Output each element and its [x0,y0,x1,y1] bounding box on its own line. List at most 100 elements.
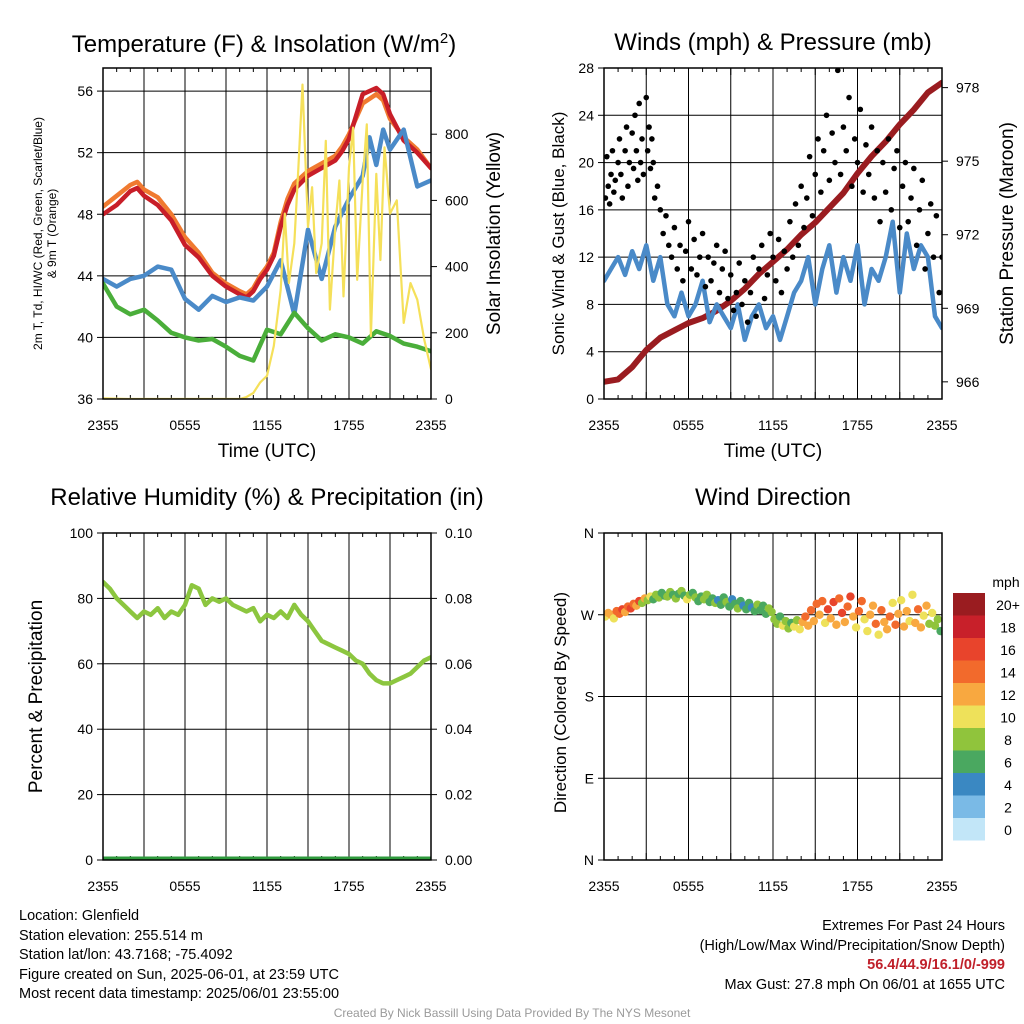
series-line-rh_green [103,579,431,686]
legend-swatch [953,818,985,841]
direction-point [874,630,883,639]
gust-point [778,289,785,296]
speed-legend: mph 20+ 18 16 14 12 10 8 6 4 2 0 [953,574,1020,841]
y-right-axis-label: Station Pressure (Maroon) [997,122,1018,345]
legend-title: mph [992,574,1019,590]
y-right-axis-label: Solar Insolation (Yellow) [484,132,505,335]
gust-point [806,153,813,160]
x-axis-label: Time (UTC) [218,441,317,462]
chart-winds: Winds (mph) & Pressure (mb) 0 4 8 12 16 20 24 28… [549,29,1018,462]
gust-point [630,165,637,172]
y-tick-label: 0 [85,852,93,868]
direction-point [888,598,897,608]
y-tick-label: S [585,689,594,705]
y-tick-label: 16 [578,202,594,218]
gust-point [834,68,841,74]
gust-point [626,159,633,166]
direction-point [843,602,852,611]
gust-point [671,224,678,231]
gust-point [885,136,892,142]
gust-point [696,254,703,260]
gust-point [837,171,844,178]
x-tick-label: 0555 [673,878,704,894]
legend-label: 10 [1000,710,1016,726]
direction-point [860,615,869,624]
gust-point [891,165,897,172]
gust-point [636,100,643,107]
gust-point [716,289,723,296]
direction-point [857,596,866,606]
gust-point [784,266,790,272]
y-tick-label: 8 [586,296,594,312]
gust-point [633,147,640,154]
gust-point [894,147,900,154]
gust-point [647,165,654,172]
direction-point [863,626,872,636]
gust-point [840,124,847,130]
gust-point [826,177,833,184]
gust-point [618,171,624,178]
y-right-tick-label: 0.04 [445,721,472,737]
gust-point [820,147,827,154]
legend-swatch [953,615,985,638]
gust-point [611,189,617,195]
direction-point [854,606,864,616]
extremes-info: Extremes For Past 24 Hours (High/Low/Max… [700,917,1005,995]
direction-point [922,601,931,610]
legend-swatch [953,773,985,796]
x-tick-label: 1155 [758,878,788,894]
direction-point [865,610,875,619]
direction-point [775,612,785,621]
gust-point [730,307,737,314]
y-tick-label: E [585,770,594,786]
x-tick-label: 1155 [252,417,282,433]
y-right-tick-label: 966 [956,374,980,390]
gust-point [644,147,651,154]
direction-point [930,621,940,630]
y-axis-label-line2: & 9m T (Orange) [45,189,59,279]
gust-point [874,147,881,154]
legend-swatch [953,593,985,616]
direction-point [911,618,920,628]
y-right-tick-label: 969 [956,300,980,316]
chart-wind-direction: Wind Direction N E S W N 2355 0555 1155 1755 2355 D… [551,484,1020,894]
max-gust-text: Max Gust: 27.8 mph On 06/01 at 1655 UTC [724,976,1005,993]
gust-point [863,142,869,148]
gust-point [612,177,619,184]
y-tick-label: 36 [77,391,93,407]
gust-point [609,147,616,154]
direction-point [908,590,917,599]
direction-point [804,621,813,630]
gust-point [908,195,914,201]
x-tick-label: 2355 [926,878,957,894]
gust-point [646,124,652,130]
gust-point [694,272,700,278]
gust-point [685,218,692,225]
y-right-tick-label: 0 [445,391,453,407]
chart-title: Temperature (F) & Insolation (W/m2) [72,30,456,58]
x-tick-label: 0555 [169,417,200,433]
gust-point [849,183,855,190]
gust-point [744,319,751,325]
gust-point [899,183,906,190]
y-tick-label: 60 [77,656,93,672]
y-axis-label: Percent & Precipitation [26,600,47,793]
extremes-values: 56.4/44.9/16.1/0/-999 [867,957,1005,973]
y-right-tick-label: 400 [445,259,469,275]
legend-label: 2 [1004,800,1012,816]
gust-point [930,254,937,260]
direction-point [919,611,928,620]
y-tick-label: 100 [70,525,94,541]
direction-point [899,622,909,631]
y-tick-label: 24 [578,107,594,123]
direction-point [815,610,824,619]
legend-swatch [953,750,985,773]
y-tick-label: 80 [77,590,93,606]
direction-point [871,619,881,629]
gridlines [103,533,431,860]
y-right-tick-label: 0.06 [445,656,472,672]
created-text: Figure created on Sun, 2025-06-01, at 23… [19,966,339,983]
gust-point [639,136,645,142]
direction-point [806,606,816,615]
y-tick-label: N [584,852,594,868]
